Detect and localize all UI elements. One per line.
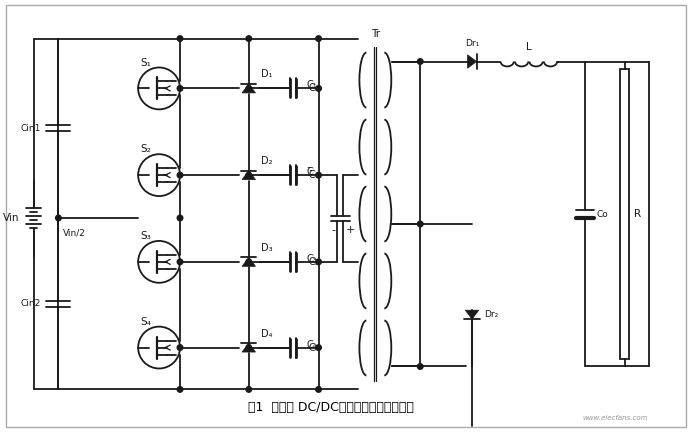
Circle shape bbox=[316, 387, 321, 392]
Circle shape bbox=[417, 59, 423, 64]
Circle shape bbox=[246, 345, 252, 350]
Text: -: - bbox=[332, 226, 336, 235]
Circle shape bbox=[316, 36, 321, 41]
Text: Dr₁: Dr₁ bbox=[465, 38, 479, 48]
Circle shape bbox=[177, 172, 183, 178]
Circle shape bbox=[177, 387, 183, 392]
Text: C₃: C₃ bbox=[309, 257, 319, 267]
Circle shape bbox=[246, 36, 252, 41]
Text: +: + bbox=[346, 226, 355, 235]
Bar bbox=[620, 70, 629, 359]
Text: Cin2: Cin2 bbox=[20, 299, 41, 308]
Circle shape bbox=[316, 345, 321, 350]
Circle shape bbox=[246, 86, 252, 91]
Circle shape bbox=[177, 36, 183, 41]
Circle shape bbox=[246, 172, 252, 178]
Circle shape bbox=[316, 86, 321, 91]
Circle shape bbox=[417, 364, 423, 369]
Text: Dr₂: Dr₂ bbox=[484, 310, 498, 319]
Circle shape bbox=[177, 259, 183, 265]
Text: C̅: C̅ bbox=[309, 170, 315, 180]
Text: S₁: S₁ bbox=[140, 57, 151, 67]
Text: www.elecfans.com: www.elecfans.com bbox=[582, 415, 647, 421]
Circle shape bbox=[177, 345, 183, 350]
Text: L: L bbox=[526, 41, 531, 51]
Circle shape bbox=[246, 387, 252, 392]
Circle shape bbox=[417, 221, 423, 227]
Text: Tr: Tr bbox=[371, 29, 380, 38]
Polygon shape bbox=[468, 55, 477, 68]
Text: D₂: D₂ bbox=[261, 156, 272, 166]
Polygon shape bbox=[242, 84, 256, 93]
Text: C₄: C₄ bbox=[307, 340, 317, 349]
Text: Cin1: Cin1 bbox=[20, 124, 41, 133]
Text: D₃: D₃ bbox=[261, 243, 272, 253]
Text: Co: Co bbox=[596, 210, 608, 219]
Text: C₁: C₁ bbox=[307, 80, 317, 90]
Text: S₃: S₃ bbox=[140, 231, 151, 241]
Polygon shape bbox=[242, 257, 256, 267]
Circle shape bbox=[177, 215, 183, 221]
Circle shape bbox=[316, 259, 321, 265]
Polygon shape bbox=[242, 343, 256, 352]
Text: C₃: C₃ bbox=[307, 254, 317, 264]
Polygon shape bbox=[242, 171, 256, 180]
Circle shape bbox=[177, 86, 183, 91]
Text: D₁: D₁ bbox=[261, 70, 272, 79]
Text: Vin/2: Vin/2 bbox=[64, 229, 86, 238]
Text: R: R bbox=[634, 209, 642, 219]
Circle shape bbox=[246, 259, 252, 265]
Text: 图1  三电平 DC/DC零电压软开关变换电路: 图1 三电平 DC/DC零电压软开关变换电路 bbox=[247, 401, 413, 414]
Text: S₄: S₄ bbox=[140, 317, 151, 327]
Text: C₁: C₁ bbox=[309, 83, 319, 93]
Circle shape bbox=[316, 172, 321, 178]
Text: D₄: D₄ bbox=[261, 329, 272, 339]
Polygon shape bbox=[465, 310, 479, 319]
Text: Vin: Vin bbox=[3, 213, 19, 223]
Text: C̅: C̅ bbox=[307, 167, 313, 177]
Text: S₂: S₂ bbox=[140, 144, 151, 154]
Circle shape bbox=[56, 215, 61, 221]
Text: C₄: C₄ bbox=[309, 343, 319, 353]
